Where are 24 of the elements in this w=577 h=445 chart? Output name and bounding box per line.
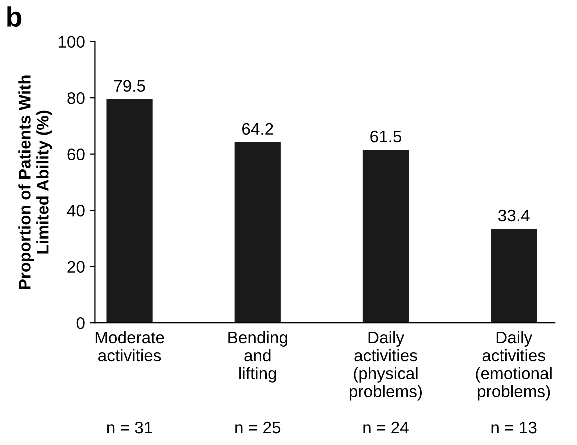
x-tick-label: Daily activities (emotional problems) xyxy=(476,331,552,401)
text: n = 13 xyxy=(492,422,537,434)
bar xyxy=(234,142,281,324)
y-tick-label: 80 xyxy=(68,92,85,104)
x-tick-label: Moderate activities xyxy=(96,331,164,362)
y-tick-label: 0 xyxy=(76,317,85,330)
y-tick-label: 100 xyxy=(58,36,85,48)
data-label: 33.4 xyxy=(498,210,530,222)
x-tick-label: Bending and lifting xyxy=(228,331,288,383)
y-tick-label: 40 xyxy=(67,204,85,217)
data-label: 79.5 xyxy=(114,80,146,92)
bar xyxy=(491,229,538,324)
bar xyxy=(362,150,410,324)
bar xyxy=(106,99,153,324)
text: n = 31 xyxy=(108,422,152,434)
text: n = 25 xyxy=(236,422,281,434)
data-label: 61.5 xyxy=(370,130,402,143)
y-tick-label: 20 xyxy=(68,261,85,274)
x-tick-label: Daily activities (physical problems) xyxy=(350,331,422,401)
text: n = 24 xyxy=(364,422,409,434)
data-label: 64.2 xyxy=(242,123,274,136)
y-tick-label: 60 xyxy=(68,148,85,161)
text: b xyxy=(8,6,22,28)
y-axis-title: Proportion of Patients With Limited Ability (%) xyxy=(18,76,52,290)
